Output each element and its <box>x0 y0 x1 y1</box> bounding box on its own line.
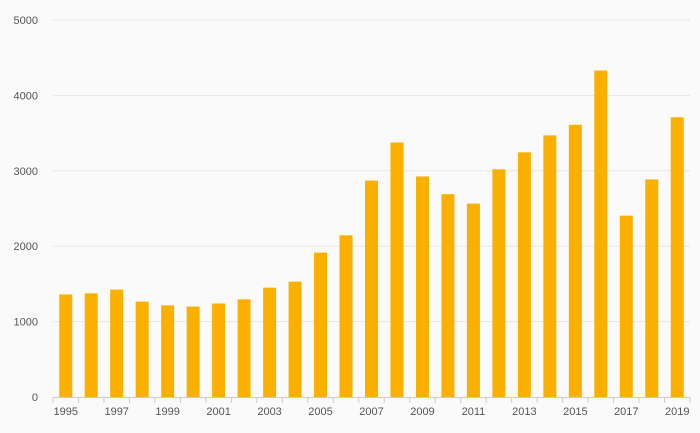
bar-2019 <box>670 117 684 398</box>
x-tick-label: 1995 <box>53 406 77 418</box>
y-tick-label: 5000 <box>14 15 38 27</box>
bar-2006 <box>339 235 353 397</box>
bar-2009 <box>415 176 429 397</box>
x-tick-label: 2009 <box>410 406 434 418</box>
bar-2016 <box>594 70 608 397</box>
bar-1999 <box>161 305 175 397</box>
x-tick-label: 2007 <box>359 406 383 418</box>
x-tick-label: 2005 <box>308 406 332 418</box>
bar-2010 <box>441 194 455 397</box>
bar-2007 <box>365 180 378 397</box>
bar-2015 <box>568 124 582 397</box>
bar-2000 <box>186 306 200 397</box>
x-tick-label: 2011 <box>462 406 486 418</box>
gridlines <box>53 19 690 323</box>
y-tick-label: 3000 <box>14 166 38 178</box>
bar-2002 <box>237 299 251 397</box>
bar-2012 <box>492 169 506 397</box>
y-axis-ticks: 0 1000 2000 3000 4000 5000 <box>14 15 38 404</box>
bar-2005 <box>314 252 328 397</box>
bar-2013 <box>517 152 531 397</box>
x-tick-label: 2013 <box>512 406 536 418</box>
bar-2001 <box>212 303 226 397</box>
bar-2003 <box>263 287 277 397</box>
y-tick-label: 0 <box>32 392 38 404</box>
x-tick-label: 2017 <box>614 406 638 418</box>
bar-2004 <box>288 281 302 397</box>
bar-1998 <box>135 301 149 397</box>
x-axis-ticks: 1995 1997 1999 2001 2003 2005 2007 2009 2011 2013… <box>52 397 691 418</box>
x-tick-label: 2015 <box>563 406 587 418</box>
y-tick-label: 1000 <box>14 317 38 329</box>
bar-2008 <box>390 142 404 397</box>
bars <box>59 70 684 398</box>
y-tick-label: 4000 <box>14 90 38 102</box>
y-tick-label: 2000 <box>14 241 38 253</box>
x-tick-label: 1997 <box>104 406 128 418</box>
bar-1995 <box>59 294 73 397</box>
x-tick-label: 2003 <box>257 406 281 418</box>
x-tick-label: 2001 <box>206 406 230 418</box>
x-tick-label: 2019 <box>665 406 689 418</box>
bar-1996 <box>84 293 98 397</box>
bar-1997 <box>110 289 124 397</box>
bar-2018 <box>645 179 659 397</box>
bar-2014 <box>543 135 557 397</box>
bar-2017 <box>619 215 633 397</box>
x-tick-label: 1999 <box>155 406 179 418</box>
bar-2011 <box>466 203 480 397</box>
